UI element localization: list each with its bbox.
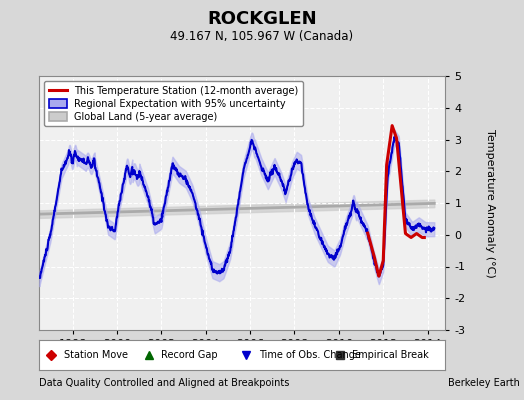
Text: Data Quality Controlled and Aligned at Breakpoints: Data Quality Controlled and Aligned at B… bbox=[39, 378, 290, 388]
Text: Berkeley Earth: Berkeley Earth bbox=[448, 378, 520, 388]
Legend: This Temperature Station (12-month average), Regional Expectation with 95% uncer: This Temperature Station (12-month avera… bbox=[44, 81, 303, 126]
Text: Station Move: Station Move bbox=[63, 350, 128, 360]
Text: ROCKGLEN: ROCKGLEN bbox=[207, 10, 317, 28]
Text: Record Gap: Record Gap bbox=[161, 350, 218, 360]
Text: Time of Obs. Change: Time of Obs. Change bbox=[259, 350, 361, 360]
Y-axis label: Temperature Anomaly (°C): Temperature Anomaly (°C) bbox=[485, 129, 495, 277]
Text: Empirical Break: Empirical Break bbox=[352, 350, 429, 360]
Text: 49.167 N, 105.967 W (Canada): 49.167 N, 105.967 W (Canada) bbox=[170, 30, 354, 43]
